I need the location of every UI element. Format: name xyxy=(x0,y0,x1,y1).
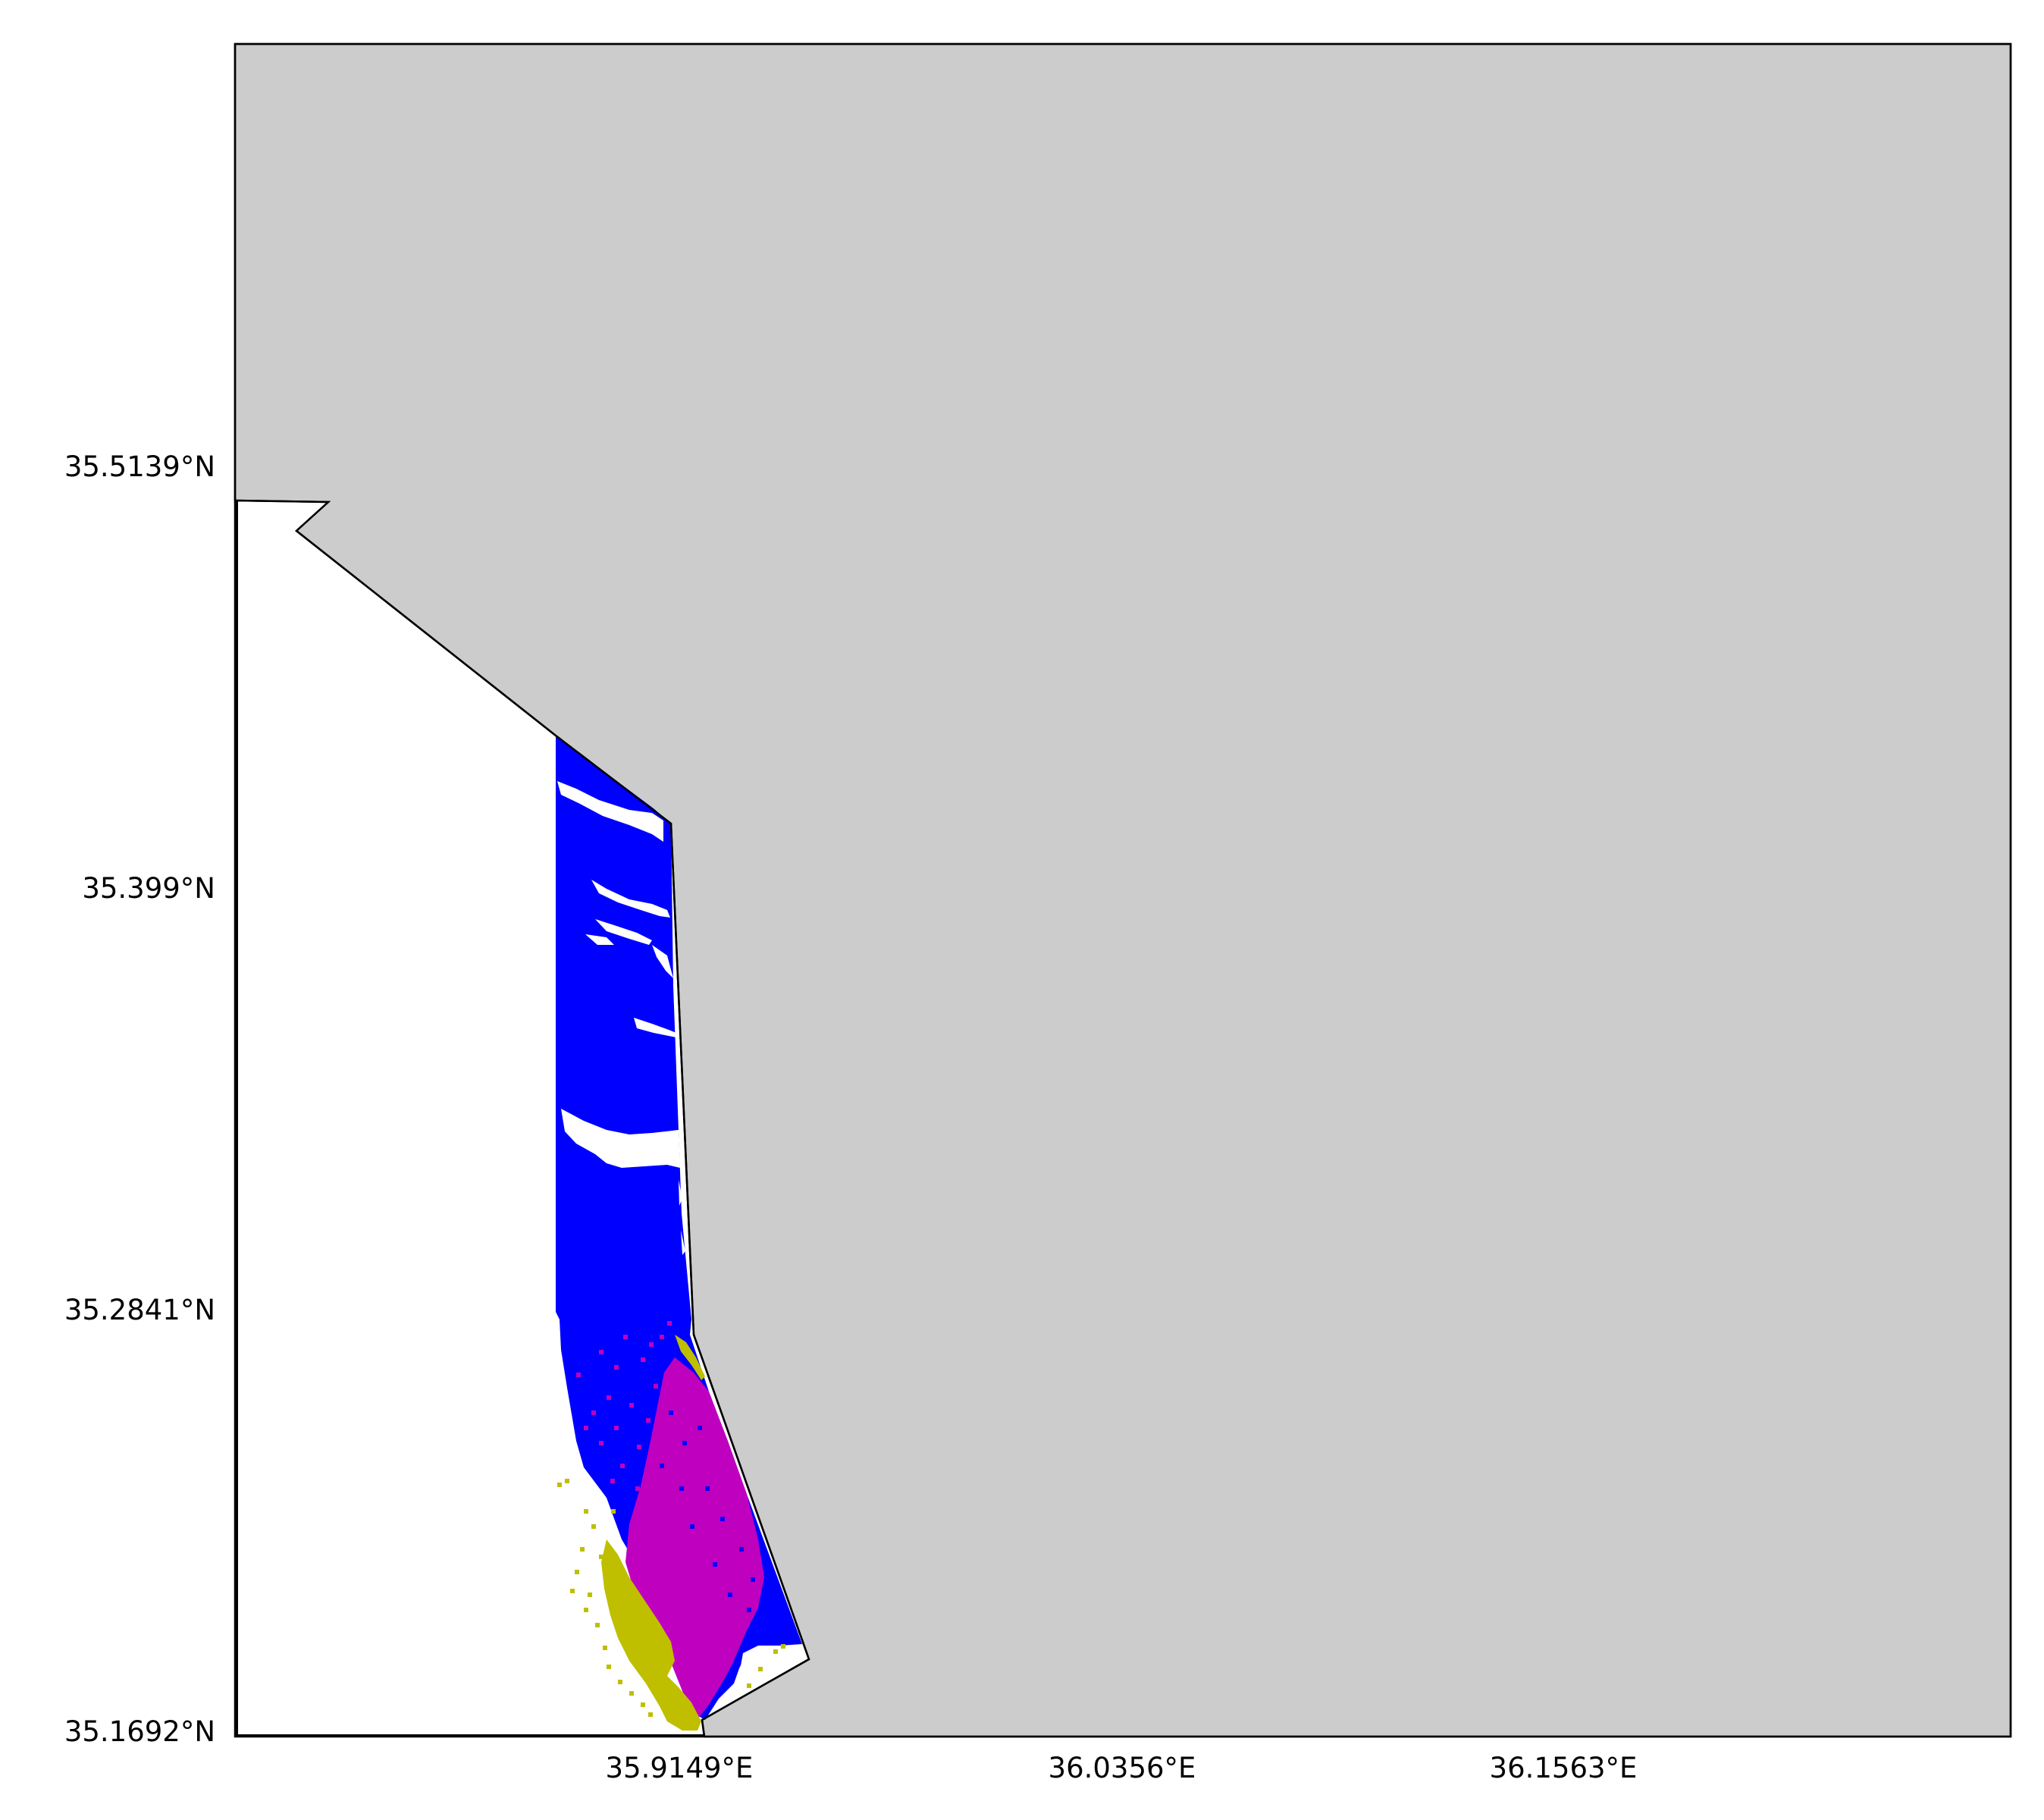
y-tick-label: 35.5139°N xyxy=(64,450,215,483)
y-tick-label: 35.399°N xyxy=(82,872,215,905)
y-axis: 35.5139°N 35.399°N 35.2841°N 35.1692°N xyxy=(64,450,215,1748)
gap-1 xyxy=(557,781,663,842)
x-axis: 35.9149°E 36.0356°E 36.1563°E xyxy=(606,1752,1638,1784)
x-tick-label: 35.9149°E xyxy=(606,1752,754,1784)
blue-scatter xyxy=(660,1410,755,1612)
gap-9 xyxy=(681,1230,685,1255)
y-tick-label: 35.1692°N xyxy=(64,1715,215,1748)
blue-region xyxy=(556,736,802,1720)
x-tick-label: 36.1563°E xyxy=(1490,1752,1638,1784)
x-tick-label: 36.0356°E xyxy=(1049,1752,1196,1784)
gap-6 xyxy=(634,1018,676,1037)
gap-8 xyxy=(679,1180,682,1206)
gap-7 xyxy=(561,1109,680,1168)
olive-scatter xyxy=(557,1479,785,1717)
plot-frame xyxy=(234,42,2012,1738)
gap-5 xyxy=(652,945,673,978)
gap-3 xyxy=(595,919,652,945)
olive-region xyxy=(601,1539,701,1731)
gap-2 xyxy=(591,880,670,918)
magenta-scatter xyxy=(576,1321,672,1491)
gap-4 xyxy=(585,934,614,945)
olive-sliver xyxy=(675,1335,705,1380)
y-tick-label: 35.2841°N xyxy=(64,1294,215,1326)
gap-10 xyxy=(739,1646,800,1680)
classification-raster xyxy=(556,736,802,1731)
coastline xyxy=(234,499,810,1737)
